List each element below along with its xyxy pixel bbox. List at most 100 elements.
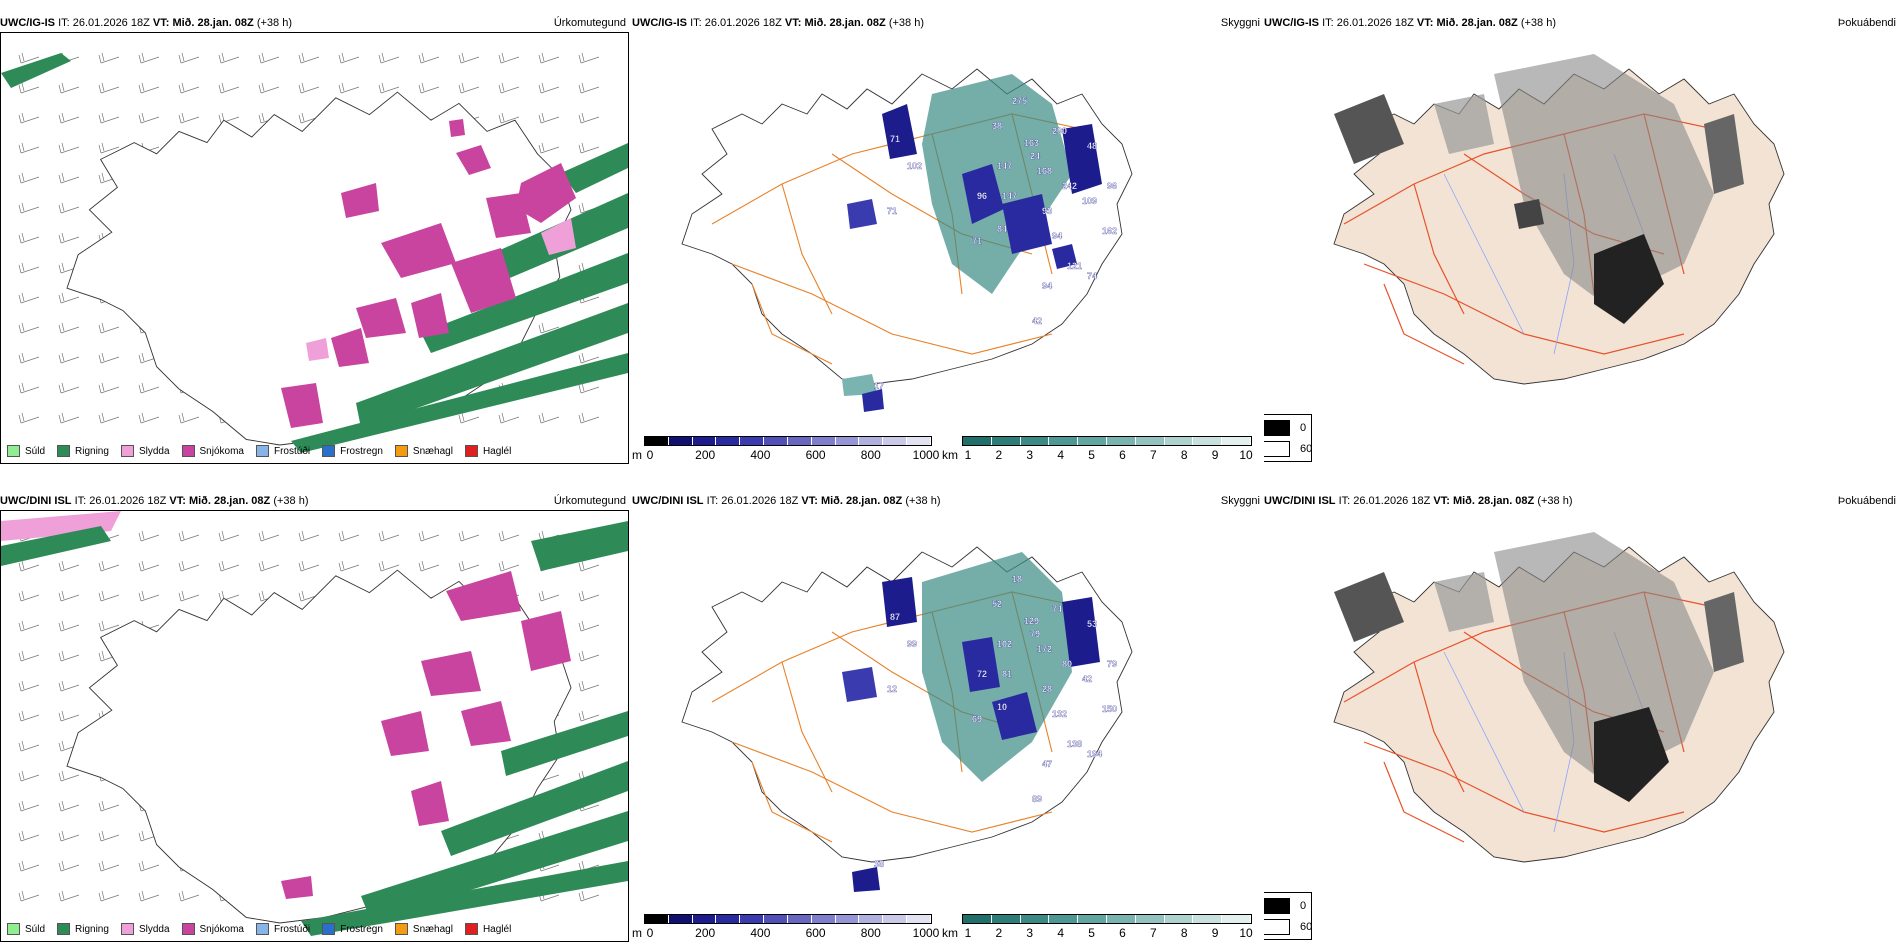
colorbar-tick: 9	[1211, 448, 1219, 462]
precip-legend-label: Snæhagl	[412, 445, 453, 457]
colorbar-tick: 9	[1211, 926, 1219, 940]
ceiling-label: 275	[1012, 96, 1027, 106]
wind-barb	[578, 112, 600, 124]
precip-legend-label: Slydda	[138, 923, 170, 935]
visibility-areas	[842, 74, 1102, 412]
wind-barb	[58, 890, 80, 902]
ceiling-label: 129	[1024, 616, 1039, 626]
colorbar-cell	[1135, 915, 1165, 923]
wind-barb	[18, 740, 40, 752]
wind-barb	[58, 322, 80, 334]
colorbar-cell	[1193, 437, 1223, 445]
ceiling-label: 150	[1102, 704, 1117, 714]
ceiling-label: 72	[977, 669, 987, 679]
ceiling-labels: 71 102 71 96 84 71 147 147 242 48 96 109 162 94 121 74 9…	[874, 96, 1117, 391]
it-value: 26.01.2026 18Z	[1336, 17, 1414, 29]
vt-label: VT:	[169, 495, 186, 507]
wind-barb	[338, 52, 360, 64]
colorbar-tick: 400	[750, 448, 771, 462]
ceiling-label: 89	[1032, 794, 1042, 804]
wind-barb	[18, 800, 40, 812]
wind-barb	[578, 710, 600, 722]
vt-label: VT:	[1416, 17, 1434, 29]
wind-barb	[138, 412, 160, 424]
precip-legend-item: Slydda	[120, 445, 170, 457]
wind-barb	[378, 82, 400, 94]
wind-barb	[18, 292, 40, 304]
wind-barb	[138, 382, 160, 394]
wind-barb	[58, 292, 80, 304]
precip-legend-item: Frostregn	[322, 923, 383, 935]
precip-swatch	[394, 923, 408, 935]
precip-legend-label: Slydda	[138, 445, 170, 457]
road	[781, 183, 833, 315]
wind-barb	[298, 82, 320, 94]
ceiling-label: 48	[1087, 141, 1097, 151]
wind-barb	[578, 680, 600, 692]
wind-barb	[458, 530, 480, 542]
ceiling-label: 38	[874, 859, 884, 869]
wind-barb	[58, 650, 80, 662]
colorbar-tick: 4	[1057, 926, 1064, 940]
precip-legend-label: Súld	[25, 445, 46, 457]
colorbar-tick: 600	[805, 926, 826, 940]
wind-barb	[98, 322, 120, 334]
fog-shading	[1334, 54, 1744, 324]
colorbar-tick: 10	[1239, 926, 1253, 940]
lead-time: (+38 h)	[888, 17, 924, 29]
wind-barb	[18, 142, 40, 154]
wind-barb	[98, 830, 120, 842]
colorbar-cell	[859, 915, 884, 923]
wind-barb	[18, 82, 40, 94]
it-value: 26.01.2026 18Z	[1353, 495, 1431, 507]
colorbar-tick: 5	[1088, 926, 1095, 940]
model-name: UWC/IG-IS	[1264, 17, 1319, 29]
model-name: UWC/DINI ISL	[0, 495, 72, 507]
wind-barb	[18, 52, 40, 64]
colorbar-tick: 8	[1180, 926, 1188, 940]
ceiling-label: 87	[890, 612, 900, 622]
colorbar-cell	[835, 437, 860, 445]
panel-header: UWC/DINI ISL IT: 26.01.2026 18Z VT: Mið.…	[1264, 492, 1900, 510]
precip-legend-label: Haglél	[482, 923, 512, 935]
colorbar-tick: 0	[646, 448, 654, 462]
ceiling-label: 42	[1032, 316, 1042, 326]
wind-barb	[58, 412, 80, 424]
wind-barb	[58, 172, 80, 184]
ceiling-label: 242	[1062, 181, 1077, 191]
road	[731, 263, 1053, 355]
colorbar-tick: 2	[995, 448, 1003, 462]
ceiling-label: 138	[1067, 739, 1082, 749]
wind-barb	[378, 530, 400, 542]
colorbar-cell	[907, 437, 931, 445]
ceiling-label: 102	[997, 639, 1012, 649]
precip-legend-label: Frostúði	[273, 923, 311, 935]
ceiling-label: 132	[1052, 709, 1067, 719]
precip-swatch	[120, 445, 134, 457]
colorbar-cell	[963, 437, 992, 445]
it-label: IT:	[690, 17, 702, 29]
precip-areas	[1, 511, 628, 936]
wind-barb	[178, 530, 200, 542]
ceiling-label: 24	[1030, 151, 1040, 161]
precip-legend-label: Rigning	[75, 923, 109, 935]
ceiling-label: 71	[972, 236, 982, 246]
precip-swatch	[7, 923, 20, 935]
fog-swatch-0	[1264, 898, 1290, 914]
wind-barb	[58, 800, 80, 812]
colorbar-cell	[883, 915, 908, 923]
model-name: UWC/IG-IS	[0, 17, 55, 29]
colorbar-tick: 4	[1057, 448, 1064, 462]
wind-barb	[98, 52, 120, 64]
wind-barb	[18, 860, 40, 872]
panel-title: Úrkomutegund	[553, 17, 626, 29]
wind-barb	[138, 530, 160, 542]
ceiling-label: 71	[887, 206, 897, 216]
panel-title: Skyggni	[1220, 17, 1260, 29]
wind-barb	[58, 112, 80, 124]
precip-swatch	[57, 923, 71, 935]
colorbar-tick: 800	[860, 448, 881, 462]
wind-barb	[258, 82, 280, 94]
wind-barb	[58, 590, 80, 602]
panel-header: UWC/DINI ISL IT: 26.01.2026 18Z VT: Mið.…	[632, 492, 1264, 510]
